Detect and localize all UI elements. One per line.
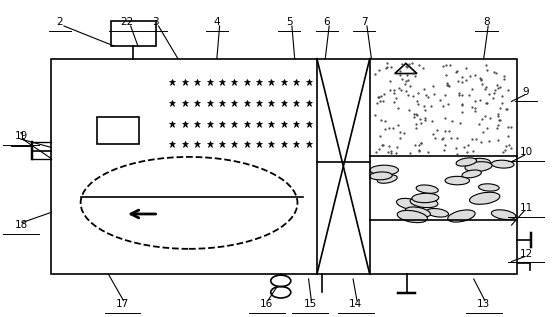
Ellipse shape — [410, 197, 438, 208]
Text: 7: 7 — [361, 17, 368, 27]
Ellipse shape — [377, 175, 397, 183]
Ellipse shape — [492, 210, 516, 220]
Text: 15: 15 — [304, 299, 317, 309]
Text: 12: 12 — [519, 249, 533, 259]
Ellipse shape — [469, 192, 500, 204]
Text: 1: 1 — [19, 132, 26, 142]
Text: 18: 18 — [14, 220, 28, 230]
Ellipse shape — [412, 193, 439, 203]
Text: 14: 14 — [349, 299, 363, 309]
Bar — [97, 117, 139, 144]
Ellipse shape — [456, 158, 476, 166]
Text: 2: 2 — [57, 17, 63, 27]
Ellipse shape — [467, 158, 490, 166]
Text: 4: 4 — [214, 17, 220, 27]
Text: 19: 19 — [14, 131, 28, 141]
Ellipse shape — [492, 160, 514, 168]
Text: 6: 6 — [324, 17, 330, 27]
Text: 3: 3 — [152, 17, 159, 27]
Ellipse shape — [426, 209, 449, 217]
Text: 16: 16 — [260, 299, 274, 309]
Ellipse shape — [479, 184, 499, 191]
Text: 13: 13 — [477, 299, 490, 309]
Ellipse shape — [462, 170, 481, 178]
Text: 8: 8 — [483, 17, 490, 27]
Ellipse shape — [370, 172, 392, 180]
Ellipse shape — [396, 198, 424, 210]
Ellipse shape — [397, 210, 428, 223]
Ellipse shape — [370, 165, 399, 175]
Text: 11: 11 — [519, 203, 533, 213]
Text: 9: 9 — [523, 87, 529, 97]
Bar — [51, 59, 517, 274]
Text: 22: 22 — [120, 17, 133, 27]
Ellipse shape — [416, 185, 438, 193]
Text: 17: 17 — [116, 299, 129, 309]
Text: 10: 10 — [519, 147, 533, 157]
Text: 5: 5 — [286, 17, 292, 27]
Ellipse shape — [465, 162, 492, 171]
Bar — [111, 21, 156, 46]
Ellipse shape — [405, 207, 430, 217]
Ellipse shape — [448, 210, 475, 222]
Ellipse shape — [445, 176, 469, 185]
